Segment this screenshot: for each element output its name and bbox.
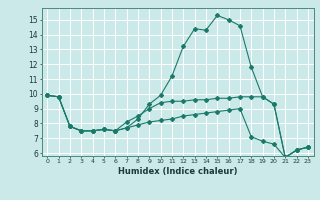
X-axis label: Humidex (Indice chaleur): Humidex (Indice chaleur) bbox=[118, 167, 237, 176]
